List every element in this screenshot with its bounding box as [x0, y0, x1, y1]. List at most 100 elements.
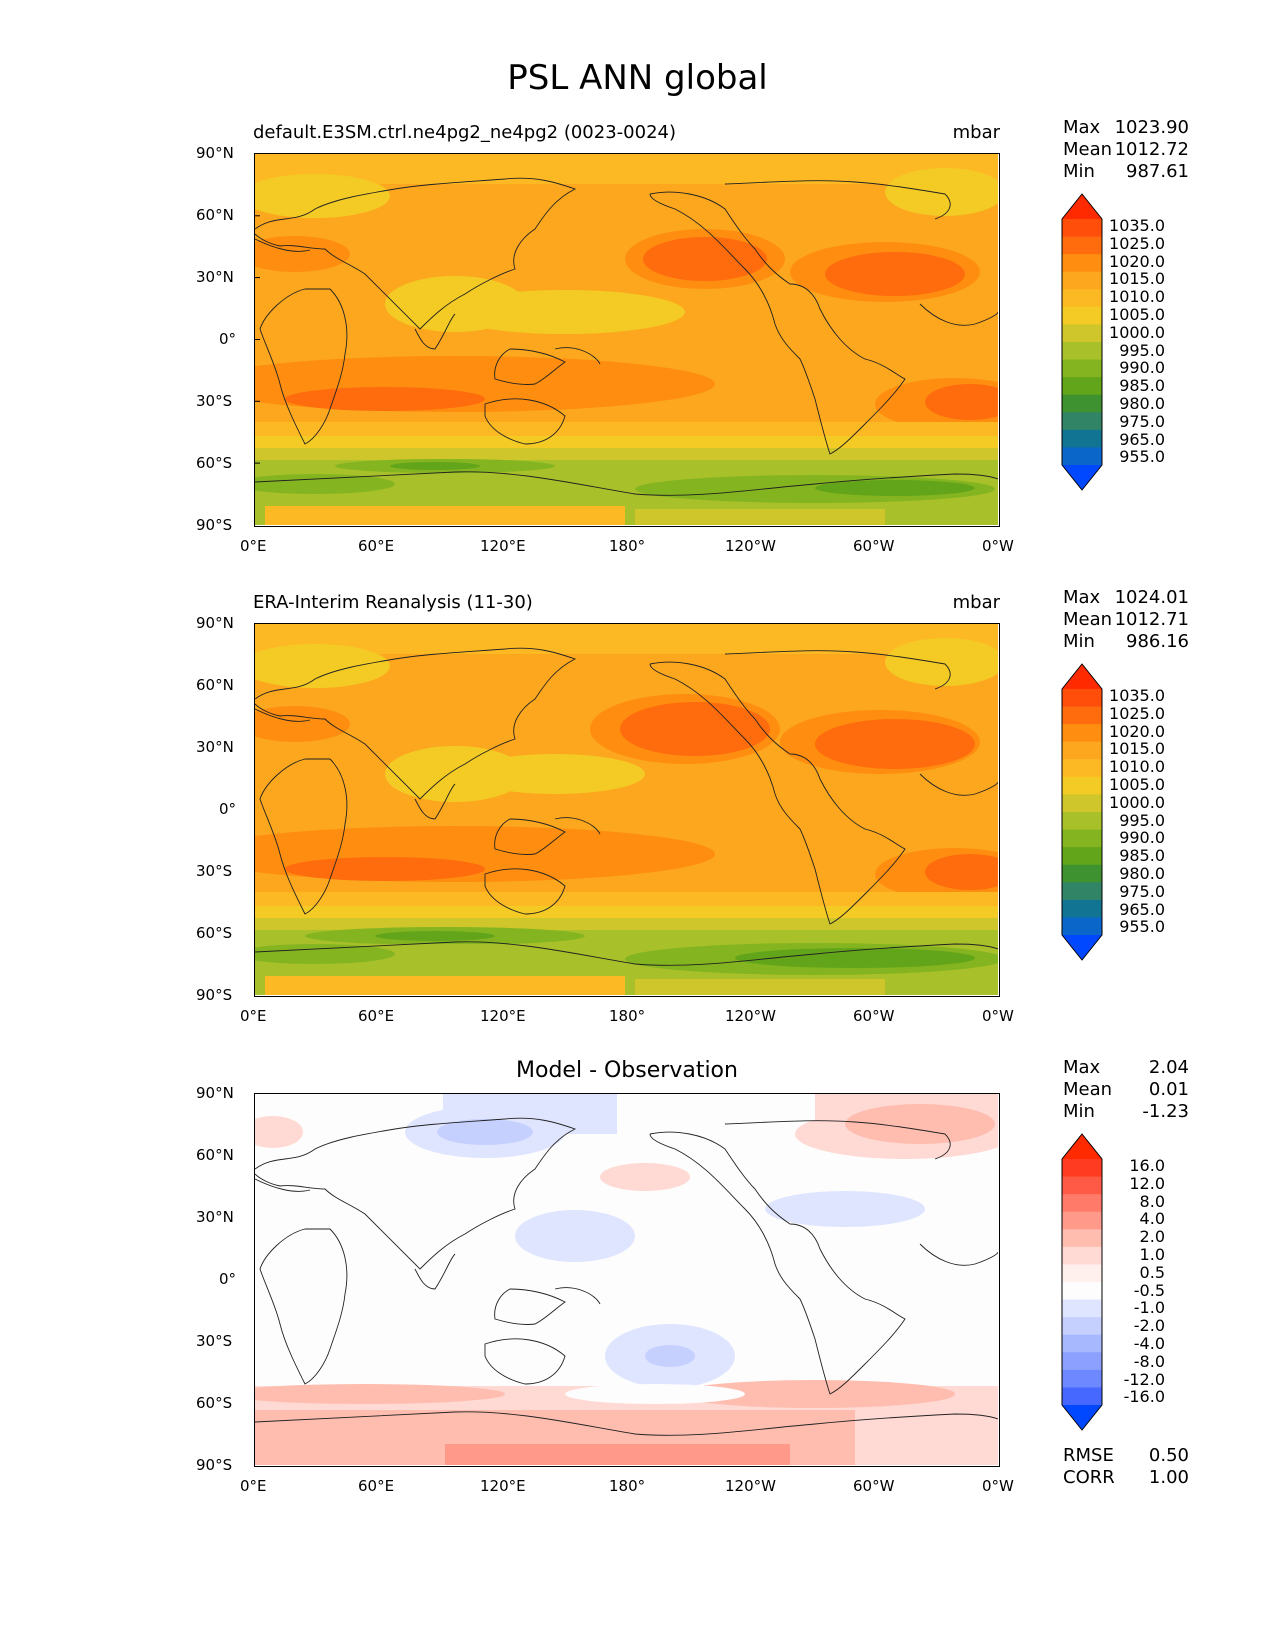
stat-value: 987.61: [1126, 161, 1189, 182]
colorbar-bin: [1062, 447, 1102, 466]
panel1-map: [254, 153, 1000, 527]
stat-value: 0.01: [1148, 1079, 1189, 1100]
panel1-title-left: default.E3SM.ctrl.ne4pg2_ne4pg2 (0023-00…: [253, 122, 676, 143]
colorbar-bin: [1062, 377, 1102, 396]
panel3-lat-tick: 90°S: [196, 1456, 233, 1474]
panel3-colorbar-labels: 16.0 12.0 8.0 4.0 2.0 1.0 0.5 -0.5 -1.0 …: [1101, 1157, 1165, 1406]
colorbar-bin: [1062, 917, 1102, 936]
panel1-lon-tick: 60°E: [358, 537, 395, 555]
panel3-colorbar: [1060, 1133, 1105, 1431]
stat-label: Max: [1063, 117, 1101, 138]
panel1-colorbar-labels: 1035.0 1025.0 1020.0 1015.0 1010.0 1005.…: [1101, 217, 1165, 466]
colorbar-bin: [1062, 759, 1102, 778]
panel1-units: mbar: [952, 122, 1000, 143]
colorbar-level: -4.0: [1133, 1333, 1165, 1353]
colorbar-bin: [1062, 741, 1102, 760]
panel1-contour-fill: [255, 154, 998, 525]
panel3-lat-tick: 60°N: [196, 1146, 234, 1164]
panel3-summary: RMSE 0.50 CORR 1.00: [1063, 1445, 1189, 1489]
panel1-lon-tick: 120°W: [725, 537, 776, 555]
panel2-lat-tick: 0°: [219, 800, 237, 818]
colorbar-level: 1000.0: [1109, 322, 1165, 342]
colorbar-bin: [1062, 429, 1102, 448]
panel3-lat-tick: 30°S: [196, 1332, 233, 1350]
panel2-lat-tick: 90°S: [196, 986, 233, 1004]
panel2-map: [254, 623, 1000, 997]
panel2-lat-tick: 90°N: [196, 614, 234, 632]
colorbar-level: 1005.0: [1109, 304, 1165, 324]
panel1-lat-tick: 0°: [219, 330, 237, 348]
colorbar-bin: [1062, 1211, 1102, 1230]
panel2-lon-tick: 0°W: [982, 1007, 1014, 1025]
colorbar-level: -16.0: [1123, 1387, 1165, 1407]
stat-label: Max: [1063, 587, 1101, 608]
colorbar-level: 955.0: [1119, 917, 1165, 937]
colorbar-level: 980.0: [1119, 863, 1165, 883]
colorbar-level: 980.0: [1119, 393, 1165, 413]
colorbar-bin: [1062, 1334, 1102, 1353]
colorbar-level: 16.0: [1129, 1156, 1165, 1175]
panel2-lon-tick: 0°E: [240, 1007, 267, 1025]
panel2-lat-tick: 60°S: [196, 924, 233, 942]
colorbar-level: 985.0: [1119, 376, 1165, 396]
colorbar-bin: [1062, 812, 1102, 831]
colorbar-level: 1000.0: [1109, 792, 1165, 812]
panel1-lat-tick: 60°N: [196, 206, 234, 224]
panel1-lon-tick: 180°: [609, 537, 646, 555]
panel1-lon-tick: 0°W: [982, 537, 1014, 555]
colorbar-level: 1025.0: [1109, 233, 1165, 253]
stat-value: 1012.72: [1114, 139, 1189, 160]
colorbar-bin: [1062, 394, 1102, 413]
panel1-lon-tick: 120°E: [480, 537, 526, 555]
panel1-lat-tick: 90°N: [196, 144, 234, 162]
colorbar-level: 955.0: [1119, 447, 1165, 467]
colorbar-level: 990.0: [1119, 358, 1165, 378]
panel2-lat-tick: 60°N: [196, 676, 234, 694]
panel1-coastlines: [255, 177, 998, 496]
panel3-lon-tick: 180°: [609, 1477, 646, 1495]
panel1-lat-tick: 30°N: [196, 268, 234, 286]
panel2-lat-tick: 30°N: [196, 738, 234, 756]
colorbar-level: 1015.0: [1109, 739, 1165, 759]
stat-label: Mean: [1063, 609, 1113, 630]
panel2-colorbar-labels: 1035.0 1025.0 1020.0 1015.0 1010.0 1005.…: [1101, 687, 1165, 936]
colorbar-bin: [1062, 289, 1102, 308]
colorbar-level: -8.0: [1133, 1351, 1165, 1371]
corr-label: CORR: [1063, 1467, 1115, 1488]
panel2-lon-tick: 60°W: [853, 1007, 895, 1025]
colorbar-bin: [1062, 1317, 1102, 1336]
panel3-lon-tick: 120°E: [480, 1477, 526, 1495]
colorbar-level: 975.0: [1119, 411, 1165, 431]
corr-value: 1.00: [1148, 1467, 1189, 1488]
colorbar-bin: [1062, 342, 1102, 361]
colorbar-level: 1035.0: [1109, 216, 1165, 235]
colorbar-extend-min: [1062, 1405, 1102, 1430]
colorbar-level: 995.0: [1119, 340, 1165, 360]
colorbar-level: 1010.0: [1109, 757, 1165, 777]
colorbar-bin: [1062, 271, 1102, 290]
colorbar-bin: [1062, 1264, 1102, 1283]
colorbar-bin: [1062, 324, 1102, 343]
rmse-label: RMSE: [1063, 1445, 1114, 1466]
panel3-title: Model - Observation: [516, 1058, 738, 1083]
stat-value: 1024.01: [1114, 587, 1189, 608]
colorbar-bin: [1062, 1352, 1102, 1371]
stat-value: 1012.71: [1114, 609, 1189, 630]
colorbar-bin: [1062, 1369, 1102, 1388]
panel2-title-left: ERA-Interim Reanalysis (11-30): [253, 592, 533, 613]
panel3-stats: Max 2.04 Mean 0.01 Min -1.23: [1063, 1057, 1189, 1123]
colorbar-bin: [1062, 706, 1102, 725]
panel2-stats: Max 1024.01 Mean 1012.71 Min 986.16: [1063, 587, 1189, 653]
colorbar-bin: [1062, 794, 1102, 813]
colorbar-level: 1020.0: [1109, 251, 1165, 271]
stat-label: Max: [1063, 1057, 1101, 1078]
panel2-colorbar: [1060, 663, 1105, 961]
colorbar-bin: [1062, 776, 1102, 795]
colorbar-outline: [1061, 663, 1103, 961]
colorbar-level: 985.0: [1119, 846, 1165, 866]
colorbar-bin: [1062, 882, 1102, 901]
panel3-lon-tick: 60°W: [853, 1477, 895, 1495]
panel1-lon-tick: 0°E: [240, 537, 267, 555]
colorbar-bin: [1062, 219, 1102, 238]
colorbar-level: 12.0: [1129, 1173, 1165, 1193]
